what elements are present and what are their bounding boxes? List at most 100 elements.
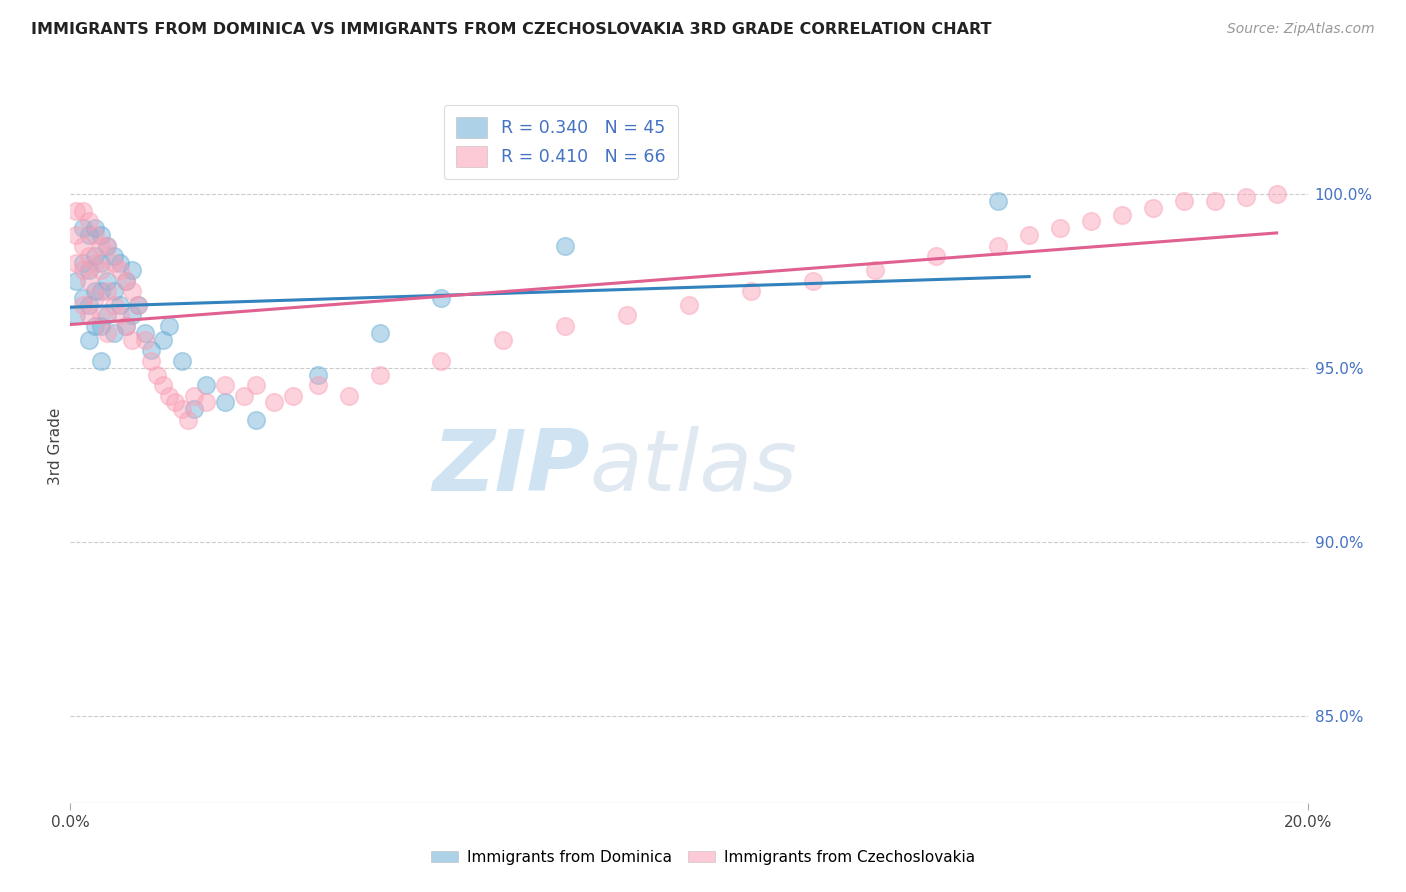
Point: [263, 395, 285, 409]
Point: [195, 378, 218, 392]
Text: IMMIGRANTS FROM DOMINICA VS IMMIGRANTS FROM CZECHOSLOVAKIA 3RD GRADE CORRELATION: IMMIGRANTS FROM DOMINICA VS IMMIGRANTS F…: [31, 22, 991, 37]
Point: [103, 326, 125, 340]
Legend: R = 0.340   N = 45, R = 0.410   N = 66: R = 0.340 N = 45, R = 0.410 N = 66: [444, 105, 678, 179]
Point: [1080, 214, 1102, 228]
Point: [96, 274, 118, 288]
Point: [77, 333, 100, 347]
Point: [554, 318, 576, 333]
Point: [108, 298, 131, 312]
Point: [139, 343, 162, 358]
Point: [72, 204, 94, 219]
Point: [183, 388, 205, 402]
Point: [925, 249, 948, 263]
Point: [1204, 194, 1226, 208]
Point: [77, 309, 100, 323]
Point: [72, 263, 94, 277]
Point: [84, 228, 107, 243]
Point: [214, 378, 236, 392]
Point: [430, 353, 453, 368]
Point: [245, 378, 267, 392]
Point: [84, 291, 107, 305]
Y-axis label: 3rd Grade: 3rd Grade: [48, 408, 63, 484]
Point: [127, 298, 149, 312]
Point: [84, 318, 107, 333]
Point: [96, 239, 118, 253]
Point: [72, 291, 94, 305]
Point: [157, 318, 180, 333]
Point: [863, 263, 886, 277]
Point: [152, 333, 174, 347]
Text: ZIP: ZIP: [432, 425, 591, 509]
Point: [65, 228, 87, 243]
Point: [103, 249, 125, 263]
Point: [987, 239, 1010, 253]
Point: [84, 284, 107, 298]
Point: [108, 256, 131, 270]
Point: [72, 221, 94, 235]
Point: [139, 353, 162, 368]
Point: [115, 274, 138, 288]
Point: [170, 402, 193, 417]
Point: [368, 326, 391, 340]
Point: [1234, 190, 1257, 204]
Point: [77, 214, 100, 228]
Point: [108, 263, 131, 277]
Point: [232, 388, 254, 402]
Point: [183, 402, 205, 417]
Point: [1018, 228, 1040, 243]
Point: [740, 284, 762, 298]
Point: [1111, 207, 1133, 221]
Point: [430, 291, 453, 305]
Point: [84, 221, 107, 235]
Point: [1173, 194, 1195, 208]
Point: [368, 368, 391, 382]
Point: [307, 378, 329, 392]
Point: [678, 298, 700, 312]
Point: [77, 274, 100, 288]
Point: [1049, 221, 1071, 235]
Point: [72, 239, 94, 253]
Point: [146, 368, 169, 382]
Point: [134, 326, 156, 340]
Point: [72, 256, 94, 270]
Point: [77, 263, 100, 277]
Point: [121, 284, 143, 298]
Point: [121, 309, 143, 323]
Text: Source: ZipAtlas.com: Source: ZipAtlas.com: [1227, 22, 1375, 37]
Point: [77, 298, 100, 312]
Point: [103, 256, 125, 270]
Point: [1142, 201, 1164, 215]
Point: [72, 298, 94, 312]
Point: [492, 333, 515, 347]
Point: [616, 309, 638, 323]
Point: [108, 309, 131, 323]
Point: [121, 263, 143, 277]
Point: [90, 263, 112, 277]
Point: [127, 298, 149, 312]
Point: [84, 256, 107, 270]
Point: [115, 318, 138, 333]
Point: [90, 318, 112, 333]
Point: [554, 239, 576, 253]
Legend: Immigrants from Dominica, Immigrants from Czechoslovakia: Immigrants from Dominica, Immigrants fro…: [425, 844, 981, 871]
Point: [90, 353, 112, 368]
Point: [170, 353, 193, 368]
Point: [96, 326, 118, 340]
Point: [65, 256, 87, 270]
Point: [65, 274, 87, 288]
Point: [90, 228, 112, 243]
Point: [103, 298, 125, 312]
Point: [152, 378, 174, 392]
Point: [65, 204, 87, 219]
Point: [134, 333, 156, 347]
Point: [157, 388, 180, 402]
Point: [307, 368, 329, 382]
Point: [90, 256, 112, 270]
Point: [77, 249, 100, 263]
Point: [195, 395, 218, 409]
Point: [96, 309, 118, 323]
Point: [84, 249, 107, 263]
Point: [281, 388, 304, 402]
Point: [115, 274, 138, 288]
Point: [1265, 186, 1288, 201]
